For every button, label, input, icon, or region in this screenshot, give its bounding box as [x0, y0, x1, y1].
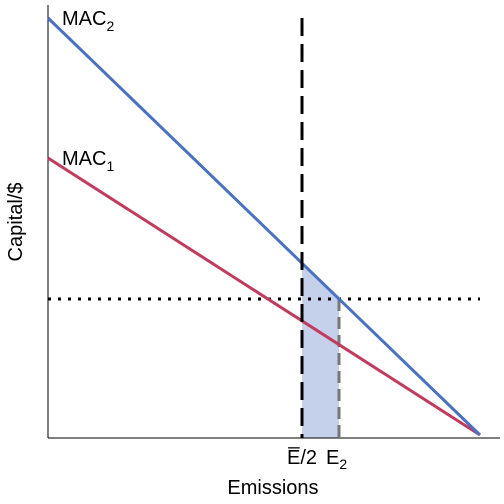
- mac1-line: [47, 156, 481, 437]
- x-axis-label: Emissions: [227, 477, 318, 499]
- mac1-text: MAC: [62, 148, 106, 170]
- y-axis-label: Capital/$: [5, 183, 27, 262]
- e2-label: E2: [326, 447, 347, 472]
- mac2-subscript: 2: [106, 18, 114, 34]
- shaded-area: [302, 263, 339, 438]
- mac2-line: [46, 16, 482, 437]
- e2-subscript: 2: [339, 456, 347, 472]
- mac1-subscript: 1: [106, 158, 114, 174]
- half-e-label: E̅/2: [287, 446, 317, 469]
- mac2-text: MAC: [62, 8, 106, 30]
- mac1-label: MAC1: [62, 148, 114, 174]
- e2-text: E: [326, 447, 339, 469]
- mac2-label: MAC2: [62, 8, 114, 34]
